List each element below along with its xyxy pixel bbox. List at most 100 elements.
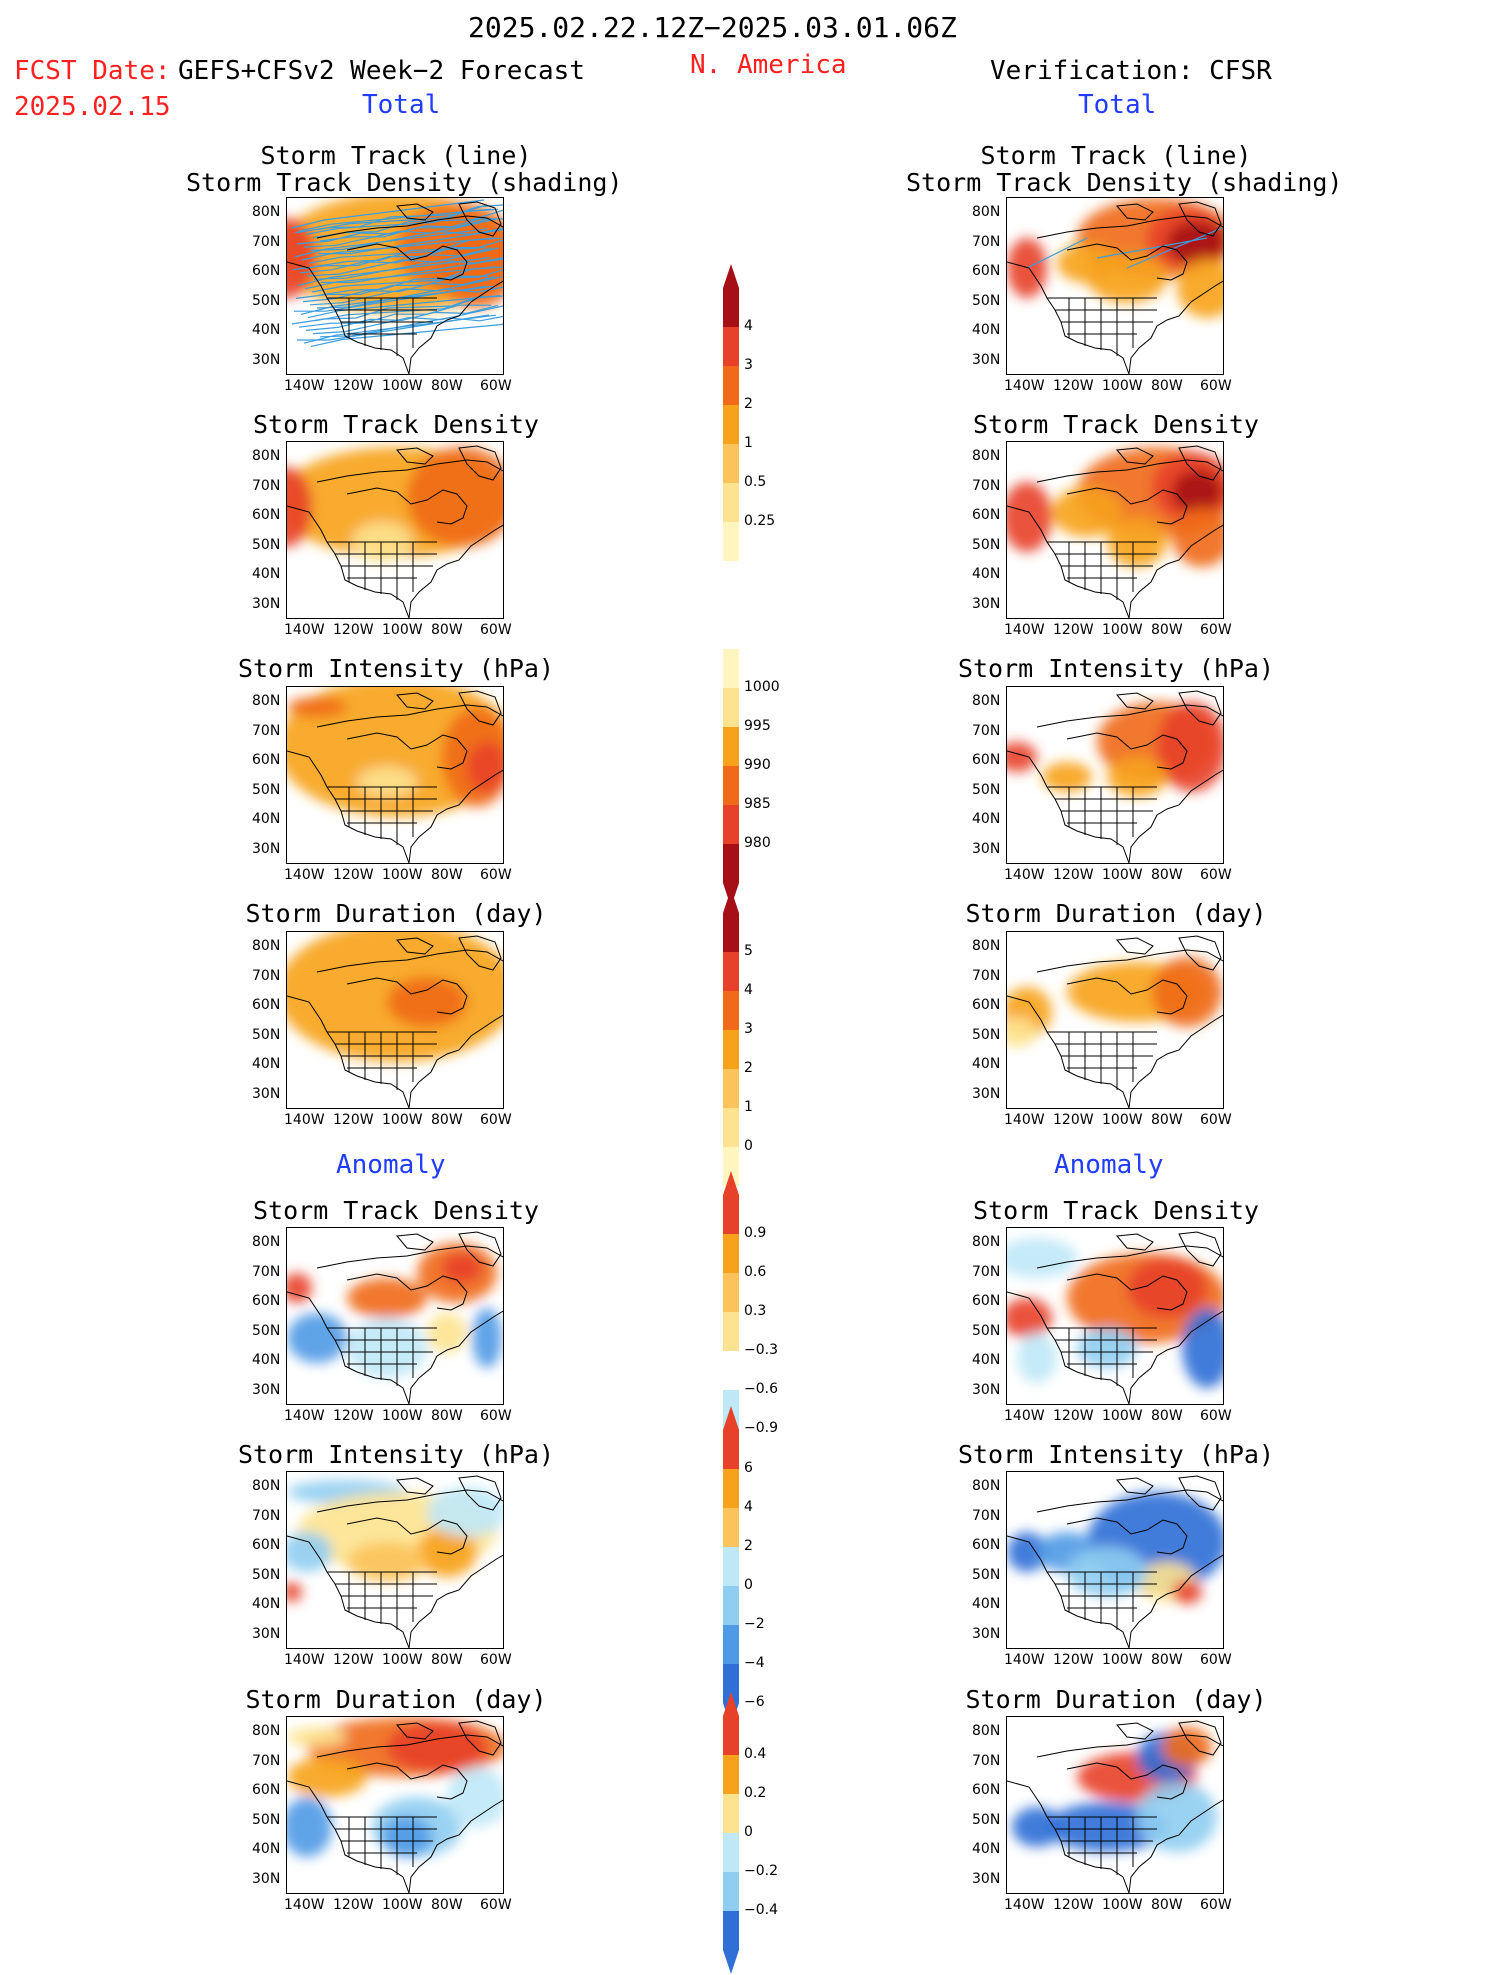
field-shading [1172, 507, 1223, 567]
lat-tick-label: 40N [972, 1596, 1001, 1612]
lon-tick-label: 80W [1151, 622, 1183, 638]
field-shading [417, 1527, 477, 1577]
colorbar-label: 3 [744, 1021, 753, 1037]
lon-tick-label: 120W [1053, 1112, 1094, 1128]
lat-tick-label: 40N [252, 1596, 281, 1612]
colorbar-cell [723, 913, 739, 952]
panel-title: Storm Track Density [253, 1196, 539, 1225]
lon-tick-label: 100W [1102, 378, 1143, 394]
field-shading [1042, 762, 1092, 792]
field-shading [1172, 1580, 1202, 1604]
colorbar-label: 3 [744, 357, 753, 373]
lon-tick-label: 100W [382, 1408, 423, 1424]
lon-tick-label: 60W [480, 1112, 512, 1128]
coastline [458, 935, 502, 971]
field-shading [1007, 1017, 1037, 1047]
lat-tick-label: 80N [972, 1234, 1001, 1250]
colorbar-label: −0.6 [744, 1381, 778, 1397]
field-shading [1047, 1802, 1167, 1852]
coastline [1116, 203, 1154, 221]
coastline [1036, 949, 1223, 973]
coastline [396, 1233, 434, 1251]
lat-tick-label: 70N [252, 233, 281, 250]
colorbar-cell [723, 522, 739, 561]
coastline [1036, 704, 1223, 728]
colorbar-cell [723, 1469, 739, 1508]
lat-tick-label: 50N [972, 1026, 1001, 1043]
lon-tick-label: 80W [431, 622, 463, 638]
field-shading [387, 1722, 487, 1772]
colorbar-label: −0.4 [744, 1902, 778, 1918]
lat-tick-label: 80N [972, 1478, 1001, 1494]
colorbar-arrow-bottom [723, 1950, 739, 1974]
field-shading [467, 742, 503, 792]
coastline [346, 732, 468, 770]
coastline [396, 1477, 434, 1495]
colorbar-label: 0.25 [744, 513, 776, 529]
lon-tick-label: 140W [1004, 1652, 1045, 1668]
lat-tick-label: 50N [252, 1566, 281, 1583]
lat-tick-label: 60N [972, 1537, 1001, 1553]
lat-tick-label: 40N [252, 566, 281, 582]
storm-track-line [295, 275, 488, 299]
lon-tick-label: 100W [1102, 867, 1143, 883]
field-shading [1172, 470, 1222, 514]
storm-track-line [321, 258, 503, 283]
lat-tick-label: 80N [252, 1478, 281, 1494]
field-shading [427, 1313, 467, 1353]
lat-tick-label: 60N [972, 752, 1001, 768]
colorbar-cell [723, 1794, 739, 1833]
lat-tick-label: 80N [972, 448, 1001, 464]
coastline [1178, 935, 1222, 971]
colorbar-cell [723, 1755, 739, 1794]
lon-tick-label: 140W [1004, 1112, 1045, 1128]
colorbar-cell [723, 405, 739, 444]
coastline [396, 937, 434, 955]
lat-tick-label: 30N [972, 595, 1001, 612]
field-shading [1012, 1807, 1062, 1847]
field-shading [287, 218, 317, 298]
colorbar-cell [723, 727, 739, 766]
coastline [458, 690, 502, 726]
storm-track-line [303, 218, 497, 248]
colorbar-cell [723, 1872, 739, 1911]
colorbar-arrow-top [723, 1171, 739, 1195]
coastline [1066, 1517, 1188, 1555]
lon-tick-label: 120W [1053, 867, 1094, 883]
colorbar-cell [723, 1664, 739, 1703]
lon-tick-label: 80W [431, 1897, 463, 1913]
lat-tick-label: 70N [972, 1263, 1001, 1280]
lon-tick-label: 80W [431, 1408, 463, 1424]
lat-tick-label: 30N [972, 1625, 1001, 1642]
lat-tick-label: 50N [972, 1322, 1001, 1339]
lat-tick-label: 70N [252, 1507, 281, 1524]
lat-tick-label: 70N [972, 967, 1001, 984]
lon-tick-label: 120W [1053, 1897, 1094, 1913]
panel-title: Storm Duration (day) [965, 1685, 1267, 1714]
coastline [1178, 1720, 1222, 1756]
lon-tick-label: 140W [284, 622, 325, 638]
colorbar-cell [723, 1547, 739, 1586]
coastline [1007, 1291, 1130, 1404]
coastline [1007, 1780, 1130, 1893]
field-shading [1087, 253, 1167, 303]
coastline [287, 261, 410, 374]
lat-tick-label: 40N [972, 1352, 1001, 1368]
lon-tick-label: 80W [1151, 1408, 1183, 1424]
lon-tick-label: 140W [1004, 378, 1045, 394]
field-shading [387, 977, 467, 1027]
coastline [346, 243, 468, 281]
coastline [1066, 1273, 1188, 1311]
region-label: N. America [690, 50, 847, 80]
storm-track-line [317, 204, 503, 231]
colorbar-label: 1 [744, 1099, 753, 1115]
coastline [1007, 995, 1130, 1108]
lat-tick-label: 50N [252, 781, 281, 798]
lon-tick-label: 60W [480, 1897, 512, 1913]
coastline [1178, 445, 1222, 481]
panel-title: Storm Intensity (hPa) [957, 654, 1275, 683]
lon-tick-label: 100W [1102, 622, 1143, 638]
colorbar-label: −6 [744, 1694, 765, 1710]
panel-title: Storm Track Density [973, 1196, 1259, 1225]
lat-tick-label: 30N [972, 1870, 1001, 1887]
